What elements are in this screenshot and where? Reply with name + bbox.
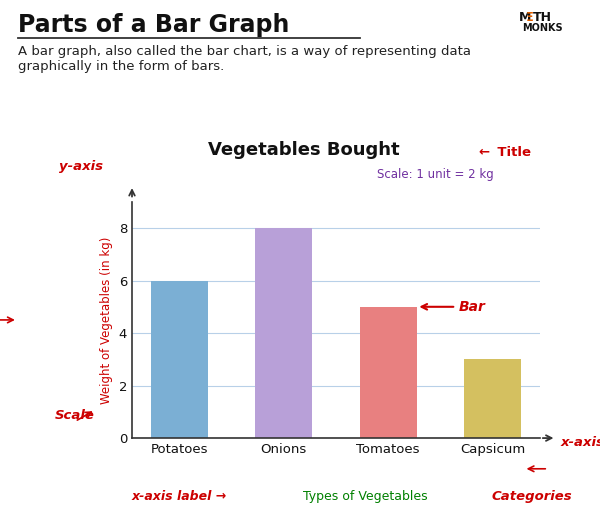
Text: TH: TH <box>533 11 552 23</box>
Y-axis label: Weight of Vegetables (in kg): Weight of Vegetables (in kg) <box>100 236 113 404</box>
Text: Categories: Categories <box>491 490 572 503</box>
Text: x-axis: x-axis <box>560 436 600 449</box>
Text: M: M <box>519 11 532 23</box>
Text: ←  Title: ← Title <box>479 146 531 159</box>
Text: Scale: Scale <box>55 408 94 422</box>
Bar <box>464 359 521 438</box>
Text: A bar graph, also called the bar chart, is a way of representing data
graphicall: A bar graph, also called the bar chart, … <box>18 45 471 73</box>
Bar <box>255 228 313 438</box>
Text: Ξ: Ξ <box>526 11 533 23</box>
Text: x-axis label →: x-axis label → <box>132 490 227 503</box>
Text: Scale: 1 unit = 2 kg: Scale: 1 unit = 2 kg <box>377 167 494 181</box>
Text: Bar: Bar <box>458 300 485 314</box>
Text: MONKS: MONKS <box>522 23 563 33</box>
Text: y-axis: y-axis <box>59 160 103 174</box>
Bar <box>151 280 208 438</box>
Text: Types of Vegetables: Types of Vegetables <box>304 490 428 503</box>
Text: Vegetables Bought: Vegetables Bought <box>208 141 399 159</box>
Text: Parts of a Bar Graph: Parts of a Bar Graph <box>18 13 289 37</box>
Bar <box>359 307 417 438</box>
